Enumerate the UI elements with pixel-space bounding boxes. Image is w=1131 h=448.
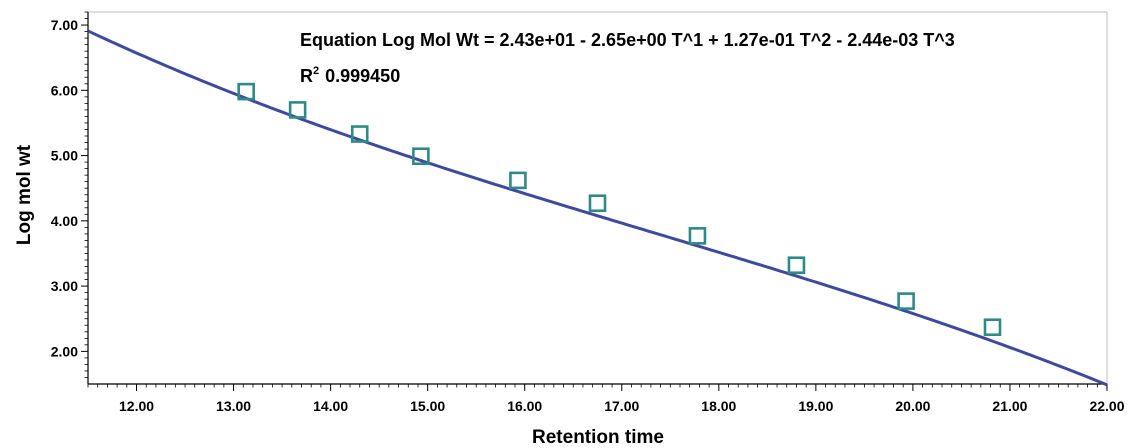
data-point-marker (588, 194, 607, 213)
data-points (237, 82, 1002, 337)
x-axis-title: Retention time (532, 427, 664, 448)
y-tick-label: 5.00 (51, 148, 78, 164)
data-point-marker (897, 292, 915, 310)
y-tick-label: 3.00 (51, 278, 78, 294)
x-tick-label: 17.00 (604, 398, 639, 414)
x-tick-label: 16.00 (507, 398, 542, 414)
data-point-marker (350, 125, 369, 143)
equation-annotation: Equation Log Mol Wt = 2.43e+01 - 2.65e+0… (300, 30, 955, 50)
data-point-marker (688, 227, 707, 245)
axes: 12.00 13.00 14.00 15.00 16.00 17.00 18.00 19.00… (51, 11, 1125, 414)
data-point-marker (237, 82, 255, 101)
y-tick-label: 2.00 (51, 343, 78, 359)
x-tick-label: 20.00 (895, 398, 930, 414)
x-tick-label: 22.00 (1089, 398, 1124, 414)
x-tick-label: 13.00 (216, 398, 251, 414)
x-tick-label: 18.00 (701, 398, 736, 414)
y-axis-title: Log mol wt (14, 144, 35, 245)
r2-value: 0.999450 (325, 66, 400, 86)
data-point-marker (509, 171, 527, 190)
r2-label: R (300, 66, 313, 86)
y-tick-label: 4.00 (51, 213, 78, 229)
x-tick-label: 19.00 (798, 398, 833, 414)
x-tick-label: 21.00 (992, 398, 1027, 414)
fit-curve-line (87, 29, 1108, 387)
data-point-marker (787, 256, 806, 275)
data-point-marker (288, 101, 307, 119)
x-tick-label: 14.00 (313, 398, 348, 414)
x-tick-label: 12.00 (119, 398, 154, 414)
r2-annotation: R2 0.999450 (300, 65, 400, 86)
data-point-marker (412, 147, 430, 166)
data-point-marker (983, 318, 1002, 337)
x-tick-label: 15.00 (410, 398, 445, 414)
fit-curve-layer (87, 29, 1108, 387)
y-tick-label: 7.00 (51, 17, 78, 33)
r2-superscript: 2 (313, 65, 319, 77)
y-tick-label: 6.00 (51, 82, 78, 98)
